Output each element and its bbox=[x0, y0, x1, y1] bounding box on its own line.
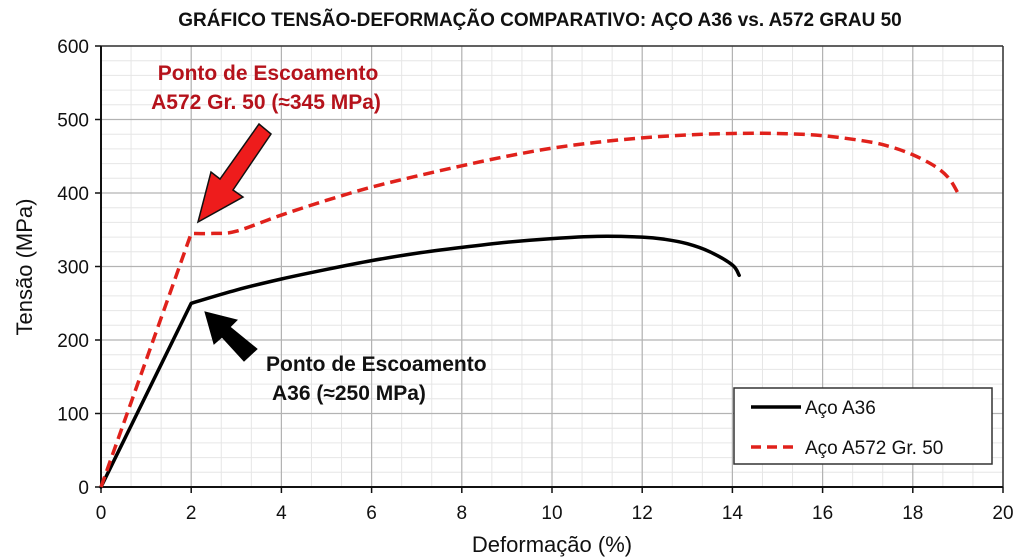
x-tick-label: 10 bbox=[541, 503, 562, 524]
y-tick-label: 400 bbox=[57, 184, 89, 205]
x-tick-label: 12 bbox=[632, 503, 653, 524]
x-axis-label: Deformação (%) bbox=[472, 532, 632, 557]
x-tick-label: 0 bbox=[96, 503, 107, 524]
y-axis-ticks: 0 100 200 300 400 500 600 bbox=[57, 37, 101, 499]
legend-label-a36: Aço A36 bbox=[805, 398, 876, 419]
x-tick-label: 16 bbox=[812, 503, 833, 524]
x-tick-label: 6 bbox=[366, 503, 377, 524]
legend-label-a572: Aço A572 Gr. 50 bbox=[805, 438, 943, 459]
data-series bbox=[99, 131, 960, 489]
x-tick-label: 20 bbox=[992, 503, 1013, 524]
y-axis-label: Tensão (MPa) bbox=[12, 199, 37, 336]
x-axis-ticks: 0 2 4 6 8 10 12 14 16 18 20 bbox=[96, 487, 1014, 524]
y-tick-label: 200 bbox=[57, 331, 89, 352]
black-arrow-icon bbox=[204, 311, 258, 362]
x-tick-label: 14 bbox=[722, 503, 744, 524]
series-line-a572 bbox=[99, 131, 960, 488]
red-arrow-icon bbox=[196, 122, 273, 224]
legend-box bbox=[733, 387, 993, 465]
y-tick-label: 500 bbox=[57, 111, 89, 132]
y-tick-label: 0 bbox=[78, 478, 89, 499]
x-tick-label: 2 bbox=[186, 503, 197, 524]
annotation-a36-line2: A36 (≈250 MPa) bbox=[272, 382, 426, 405]
x-tick-label: 4 bbox=[276, 503, 287, 524]
y-tick-label: 100 bbox=[57, 405, 89, 426]
annotation-a572-yield: Ponto de Escoamento A572 Gr. 50 (≈345 MP… bbox=[151, 62, 381, 224]
x-tick-label: 18 bbox=[902, 503, 923, 524]
annotation-a36-yield: Ponto de Escoamento A36 (≈250 MPa) bbox=[204, 311, 487, 405]
series-line-a36 bbox=[99, 234, 741, 489]
x-tick-label: 8 bbox=[457, 503, 468, 524]
chart-legend: Aço A36 Aço A572 Gr. 50 bbox=[733, 387, 993, 465]
annotation-a36-line1: Ponto de Escoamento bbox=[266, 353, 487, 376]
y-tick-label: 300 bbox=[57, 258, 89, 279]
y-tick-label: 600 bbox=[57, 37, 89, 58]
annotation-a572-line1: Ponto de Escoamento bbox=[158, 62, 379, 85]
annotation-a572-line2: A572 Gr. 50 (≈345 MPa) bbox=[151, 91, 381, 114]
chart-title: GRÁFICO TENSÃO-DEFORMAÇÃO COMPARATIVO: A… bbox=[178, 9, 901, 31]
